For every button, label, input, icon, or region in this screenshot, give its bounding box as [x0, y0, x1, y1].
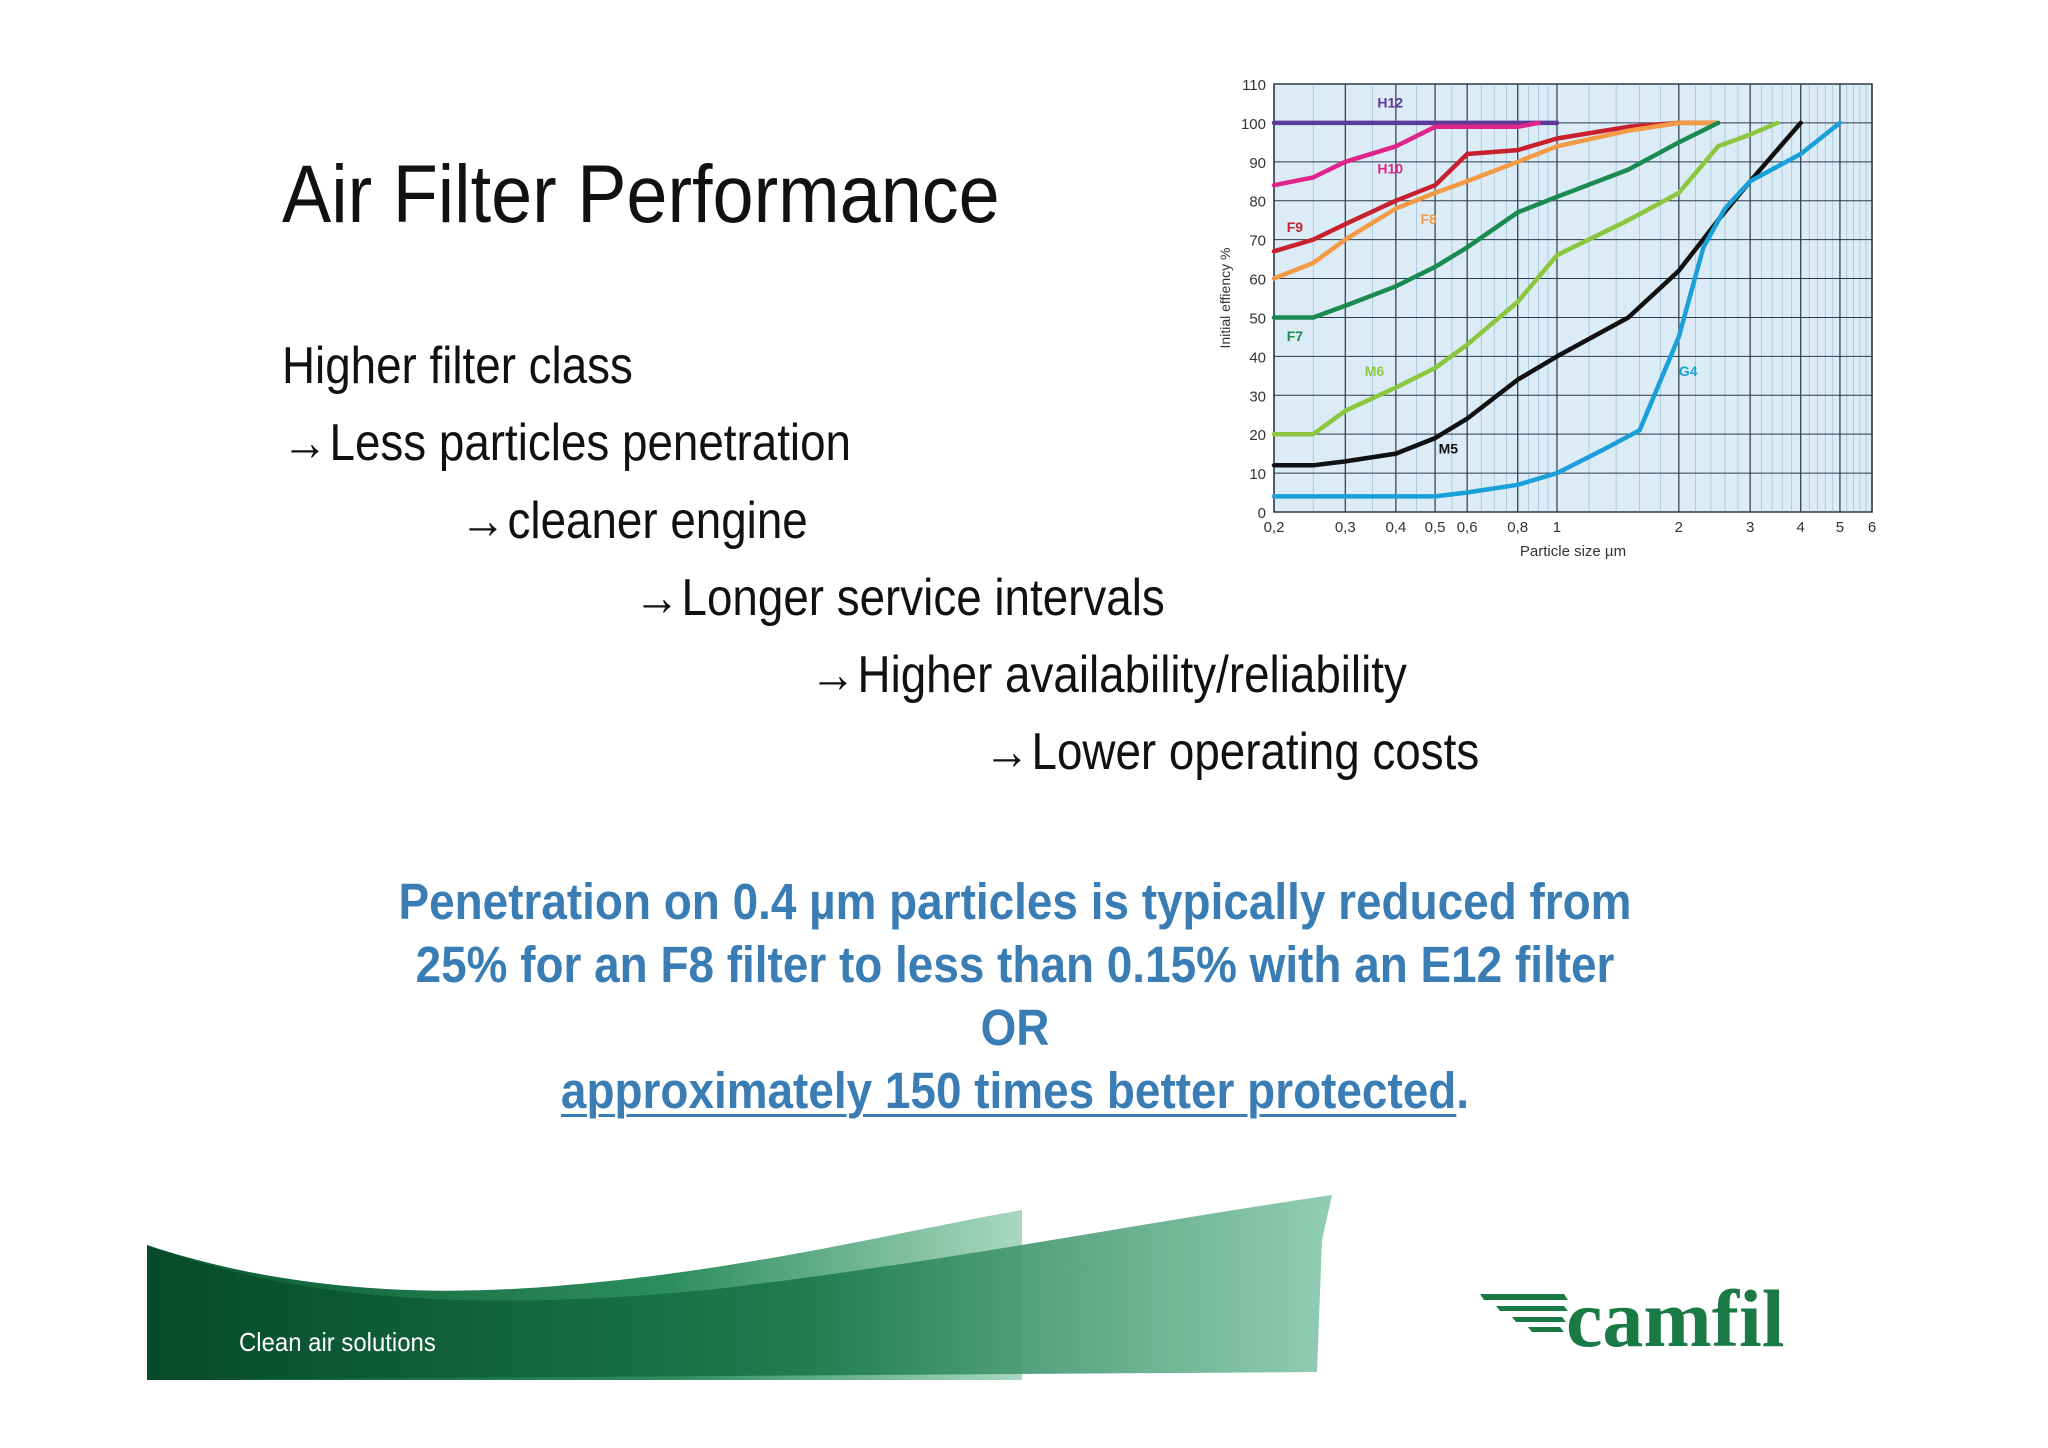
- svg-text:camfil: camfil: [1566, 1273, 1785, 1360]
- callout-line-3: OR: [980, 999, 1050, 1056]
- y-tick-label: 40: [1249, 349, 1266, 366]
- y-tick-label: 10: [1249, 466, 1266, 483]
- callout-underlined-text: approximately 150 times better protected: [560, 1062, 1457, 1119]
- chart-svg: 0 10 20 30 40 50 60 70 80 90 100 110 0,2 0,3 0,4 0,5 0,6…: [1217, 77, 1876, 560]
- series-label-f9: F9: [1287, 219, 1304, 235]
- x-tick-label: 6: [1868, 519, 1876, 536]
- bullet-less-penetration: →Less particles penetration: [282, 413, 851, 473]
- series-line-f9: [1271, 120, 1721, 254]
- x-tick-label: 0,8: [1507, 519, 1528, 536]
- series-line-g4: [1271, 120, 1843, 499]
- bullet-longer-service: →Longer service intervals: [634, 568, 1165, 628]
- bullet-text: Higher filter class: [282, 337, 633, 395]
- x-tick-label: 0,3: [1335, 519, 1356, 536]
- camfil-logo: camfil: [1480, 1273, 1785, 1360]
- bullet-higher-filter-class: Higher filter class: [282, 336, 633, 396]
- bullet-text: Higher availability/reliability: [857, 646, 1407, 704]
- x-tick-label: 0,6: [1457, 519, 1478, 536]
- y-tick-label: 0: [1258, 505, 1266, 522]
- footer-tagline: Clean air solutions: [239, 1327, 436, 1357]
- y-axis-label: Initial effiency %: [1217, 248, 1233, 349]
- series-label-f8: F8: [1420, 211, 1437, 227]
- x-axis-label: Particle size µm: [1520, 543, 1626, 560]
- x-tick-label: 0,5: [1425, 519, 1446, 536]
- y-tick-label: 70: [1249, 233, 1266, 250]
- x-tick-label: 0,4: [1385, 519, 1406, 536]
- bullet-cleaner-engine: →cleaner engine: [460, 491, 808, 551]
- bullet-text: Lower operating costs: [1031, 723, 1480, 781]
- y-tick-label: 60: [1249, 272, 1266, 289]
- callout-period: .: [1456, 1062, 1470, 1119]
- arrow-right-icon: →: [460, 492, 506, 550]
- series-label-h10: H10: [1377, 160, 1403, 176]
- arrow-right-icon: →: [984, 723, 1030, 781]
- bullet-text: Longer service intervals: [681, 569, 1165, 627]
- x-tick-label: 3: [1746, 519, 1754, 536]
- bullet-lower-costs: →Lower operating costs: [984, 722, 1479, 782]
- y-tick-label: 50: [1249, 310, 1266, 327]
- series-line-h10: [1271, 120, 1541, 188]
- y-tick-label: 100: [1241, 116, 1266, 133]
- page-title: Air Filter Performance: [282, 149, 1000, 240]
- x-tick-label: 4: [1797, 519, 1805, 536]
- callout-line-4: approximately 150 times better protected…: [372, 1059, 1659, 1122]
- x-tick-label: 2: [1675, 519, 1683, 536]
- series-label-g4: G4: [1679, 363, 1698, 379]
- callout-line-2: 25% for an F8 filter to less than 0.15% …: [415, 936, 1615, 993]
- y-tick-label: 80: [1249, 194, 1266, 211]
- bullet-text: cleaner engine: [507, 492, 808, 550]
- series-label-f7: F7: [1287, 328, 1304, 344]
- bullet-text: Less particles penetration: [329, 414, 851, 472]
- series-label-m6: M6: [1365, 363, 1385, 379]
- y-tick-label: 20: [1249, 427, 1266, 444]
- filter-efficiency-chart: 0 10 20 30 40 50 60 70 80 90 100 110 0,2 0,3 0,4 0,5 0,6…: [1200, 70, 1890, 580]
- series-label-h12: H12: [1377, 94, 1403, 110]
- series-label-m5: M5: [1439, 441, 1459, 457]
- x-tick-label: 0,2: [1264, 519, 1285, 536]
- penetration-callout: Penetration on 0.4 µm particles is typic…: [300, 870, 1730, 1122]
- footer-wave: [147, 1195, 1332, 1380]
- y-tick-label: 30: [1249, 388, 1266, 405]
- x-tick-label: 5: [1836, 519, 1844, 536]
- x-tick-label: 1: [1553, 519, 1561, 536]
- arrow-right-icon: →: [634, 569, 680, 627]
- callout-line-1: Penetration on 0.4 µm particles is typic…: [398, 873, 1632, 930]
- series-line-m6: [1271, 120, 1780, 437]
- series-line-f7: [1271, 120, 1721, 320]
- y-tick-label: 90: [1249, 155, 1266, 172]
- series-line-f8: [1271, 120, 1721, 281]
- bullet-higher-availability: →Higher availability/reliability: [810, 645, 1407, 705]
- arrow-right-icon: →: [282, 414, 328, 472]
- arrow-right-icon: →: [810, 646, 856, 704]
- y-tick-label: 110: [1242, 77, 1266, 94]
